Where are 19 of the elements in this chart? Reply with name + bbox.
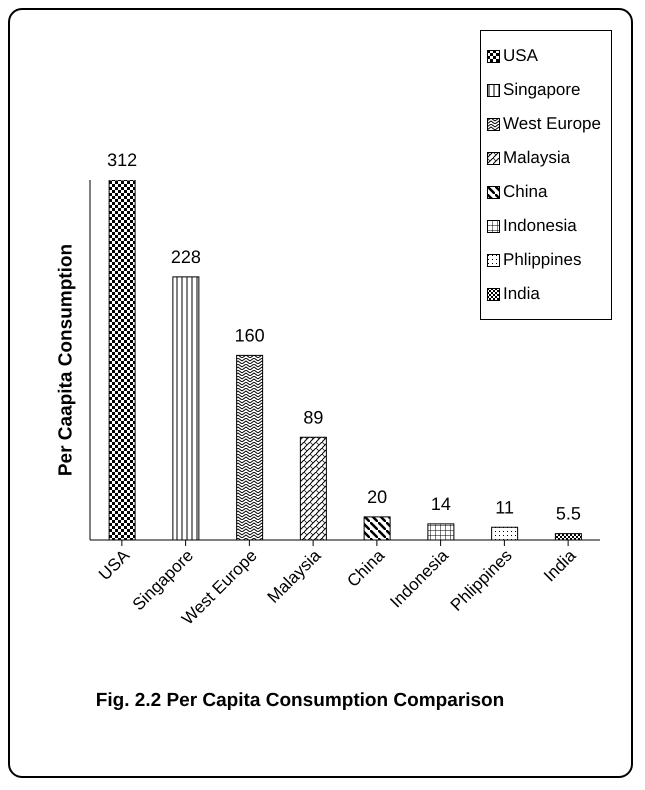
data-label: 160 — [234, 325, 265, 346]
y-axis-title: Per Caapita Consumption — [56, 244, 77, 476]
legend-label: Malaysia — [503, 148, 570, 168]
legend-label: Phlippines — [503, 250, 582, 270]
data-label: 5.5 — [556, 504, 581, 524]
legend-label: USA — [503, 46, 538, 66]
legend-label: Singapore — [503, 80, 581, 100]
data-label: 14 — [430, 494, 451, 514]
data-label: 312 — [107, 150, 138, 170]
text: Fig. 2.2 Per Capita Consumption Comparison — [94, 690, 506, 712]
x-tick-label: USA — [95, 545, 134, 584]
legend-label: West Europe — [503, 114, 601, 134]
data-label: 89 — [303, 407, 324, 428]
data-label: 20 — [367, 486, 388, 507]
legend-label: India — [503, 284, 540, 304]
data-label: 11 — [495, 497, 514, 518]
legend-label: China — [503, 182, 548, 202]
data-label: 228 — [170, 246, 201, 267]
legend-label: Indonesia — [503, 216, 577, 236]
